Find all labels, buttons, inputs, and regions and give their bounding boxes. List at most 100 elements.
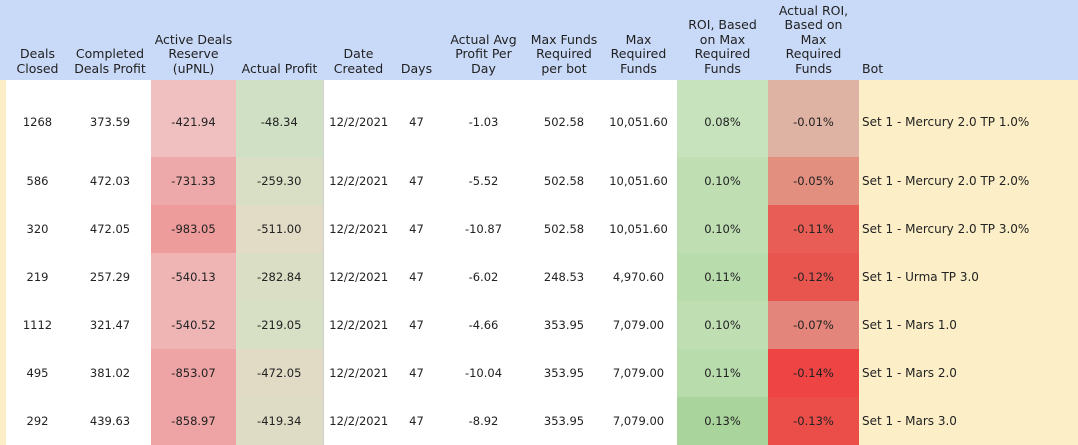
header-text: Funds — [620, 60, 657, 76]
bot-name-cell[interactable]: Set 1 - Mars 2.0 — [859, 349, 1078, 397]
date-created-cell[interactable]: 12/2/2021 — [322, 349, 394, 397]
max-funds-per-bot-cell[interactable]: 502.58 — [543, 174, 585, 188]
actual-roi-cell[interactable]: -0.05% — [768, 157, 859, 205]
max-funds-per-bot-cell[interactable]: 353.95 — [543, 318, 585, 332]
actual-profit-cell[interactable]: -259.30 — [236, 157, 323, 205]
roi-cell[interactable]: 0.10% — [677, 205, 768, 253]
date-created-cell[interactable]: 12/2/2021 — [322, 301, 394, 349]
actual-roi-cell[interactable]: -0.11% — [768, 205, 859, 253]
header-text: Days — [400, 60, 433, 76]
days-cell[interactable]: 47 — [409, 222, 424, 236]
max-funds-per-bot-cell[interactable]: 248.53 — [543, 270, 585, 284]
max-required-funds-cell[interactable]: 7,079.00 — [612, 318, 665, 332]
actual-profit-cell[interactable]: -511.00 — [236, 205, 323, 253]
header-text: Required — [536, 46, 592, 61]
avg-profit-cell[interactable]: -6.02 — [468, 270, 499, 284]
completed-profit-cell[interactable]: 381.02 — [89, 366, 131, 380]
max-required-funds-cell[interactable]: 10,051.60 — [609, 114, 668, 129]
avg-profit-cell[interactable]: -10.04 — [464, 366, 503, 380]
days-cell[interactable]: 47 — [409, 318, 424, 332]
header-actual-profit[interactable]: Actual Profit — [236, 0, 323, 80]
max-required-funds-cell[interactable]: 7,079.00 — [612, 414, 665, 428]
actual-roi-cell[interactable]: -0.01% — [768, 80, 859, 157]
max-funds-per-bot-cell[interactable]: 502.58 — [543, 114, 585, 129]
max-required-funds-cell[interactable]: 4,970.60 — [612, 270, 665, 284]
deals-closed-cell[interactable]: 1268 — [22, 114, 53, 129]
active-reserve-cell[interactable]: -731.33 — [151, 157, 236, 205]
date-created-cell[interactable]: 12/2/2021 — [322, 205, 394, 253]
roi-cell[interactable]: 0.13% — [677, 397, 768, 445]
header-deals-closed[interactable]: Deals Closed — [6, 0, 69, 80]
days-cell[interactable]: 47 — [409, 366, 424, 380]
date-created-cell[interactable]: 12/2/2021 — [322, 397, 394, 445]
completed-profit-cell[interactable]: 439.63 — [89, 414, 131, 428]
bot-name-cell[interactable]: Set 1 - Mercury 2.0 TP 3.0% — [859, 205, 1078, 253]
deals-closed-cell[interactable]: 495 — [26, 366, 49, 380]
deals-closed-cell[interactable]: 292 — [26, 414, 49, 428]
avg-profit-cell[interactable]: -8.92 — [468, 414, 499, 428]
completed-profit-cell[interactable]: 373.59 — [89, 114, 131, 129]
active-reserve-cell[interactable]: -540.52 — [151, 301, 236, 349]
roi-cell[interactable]: 0.11% — [677, 253, 768, 301]
avg-profit-cell[interactable]: -1.03 — [468, 114, 499, 129]
bot-name-cell[interactable]: Set 1 - Urma TP 3.0 — [859, 253, 1078, 301]
actual-roi-cell[interactable]: -0.13% — [768, 397, 859, 445]
active-reserve-cell[interactable]: -540.13 — [151, 253, 236, 301]
active-reserve-cell[interactable]: -983.05 — [151, 205, 236, 253]
actual-profit-cell[interactable]: -472.05 — [236, 349, 323, 397]
active-reserve-cell[interactable]: -421.94 — [151, 80, 236, 157]
roi-cell[interactable]: 0.08% — [677, 80, 768, 157]
header-actual-avg-profit-per-day[interactable]: Actual Avg Profit Per Day — [439, 0, 528, 80]
header-roi[interactable]: ROI, Based on Max Required Funds — [677, 0, 768, 80]
actual-profit-cell[interactable]: -48.34 — [236, 80, 323, 157]
header-max-required-funds[interactable]: Max Required Funds — [600, 0, 677, 80]
date-created-cell[interactable]: 12/2/2021 — [322, 157, 394, 205]
deals-closed-cell[interactable]: 320 — [26, 222, 49, 236]
max-required-funds-cell[interactable]: 7,079.00 — [612, 366, 665, 380]
actual-roi-cell[interactable]: -0.12% — [768, 253, 859, 301]
completed-profit-cell[interactable]: 321.47 — [89, 318, 131, 332]
roi-cell[interactable]: 0.11% — [677, 349, 768, 397]
active-reserve-cell[interactable]: -853.07 — [151, 349, 236, 397]
header-completed-deals-profit[interactable]: Completed Deals Profit — [69, 0, 151, 80]
bot-name-cell[interactable]: Set 1 - Mercury 2.0 TP 2.0% — [859, 157, 1078, 205]
actual-profit-cell[interactable]: -282.84 — [236, 253, 323, 301]
date-created-cell[interactable]: 12/2/2021 — [322, 80, 394, 157]
actual-roi-cell[interactable]: -0.07% — [768, 301, 859, 349]
completed-profit-cell[interactable]: 472.05 — [89, 222, 131, 236]
roi-cell[interactable]: 0.10% — [677, 301, 768, 349]
max-required-funds-cell[interactable]: 10,051.60 — [609, 222, 668, 236]
days-cell[interactable]: 47 — [409, 114, 424, 129]
bot-name-cell[interactable]: Set 1 - Mars 1.0 — [859, 301, 1078, 349]
deals-closed-cell[interactable]: 1112 — [22, 318, 53, 332]
active-reserve-cell[interactable]: -858.97 — [151, 397, 236, 445]
completed-profit-cell[interactable]: 257.29 — [89, 270, 131, 284]
actual-profit-cell[interactable]: -419.34 — [236, 397, 323, 445]
avg-profit-cell[interactable]: -10.87 — [464, 222, 503, 236]
header-date-created[interactable]: Date Created — [323, 0, 394, 80]
days-cell[interactable]: 47 — [409, 414, 424, 428]
avg-profit-cell[interactable]: -5.52 — [468, 174, 499, 188]
date-created-cell[interactable]: 12/2/2021 — [322, 253, 394, 301]
header-active-deals-reserve[interactable]: Active Deals Reserve (uPNL) — [151, 0, 236, 80]
header-max-funds-required-per-bot[interactable]: Max Funds Required per bot — [528, 0, 600, 80]
avg-profit-cell[interactable]: -4.66 — [468, 318, 499, 332]
completed-profit-cell[interactable]: 472.03 — [89, 174, 131, 188]
bot-name-cell[interactable]: Set 1 - Mercury 2.0 TP 1.0% — [859, 80, 1078, 157]
max-funds-per-bot-cell[interactable]: 353.95 — [543, 414, 585, 428]
max-required-funds-cell[interactable]: 10,051.60 — [609, 174, 668, 188]
header-bot[interactable]: Bot — [859, 0, 1078, 80]
days-cell[interactable]: 47 — [409, 270, 424, 284]
header-days[interactable]: Days — [394, 0, 439, 80]
days-cell[interactable]: 47 — [409, 174, 424, 188]
header-actual-roi[interactable]: Actual ROI, Based on Max Required Funds — [768, 0, 859, 80]
deals-closed-cell[interactable]: 219 — [26, 270, 49, 284]
max-funds-per-bot-cell[interactable]: 502.58 — [543, 222, 585, 236]
roi-cell[interactable]: 0.10% — [677, 157, 768, 205]
actual-roi-cell[interactable]: -0.14% — [768, 349, 859, 397]
actual-profit-cell[interactable]: -219.05 — [236, 301, 323, 349]
max-funds-per-bot-cell[interactable]: 353.95 — [543, 366, 585, 380]
deals-closed-cell[interactable]: 586 — [26, 174, 49, 188]
header-text: Day — [471, 60, 496, 76]
bot-name-cell[interactable]: Set 1 - Mars 3.0 — [859, 397, 1078, 445]
